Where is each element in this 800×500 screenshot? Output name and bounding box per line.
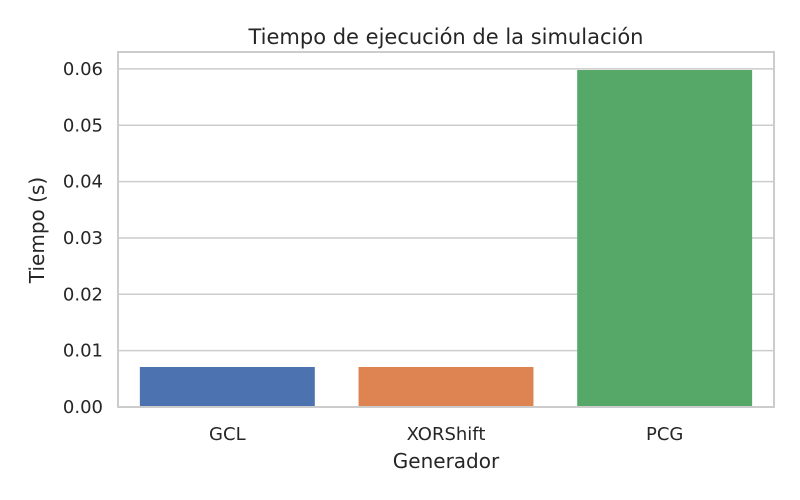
chart-title: Tiempo de ejecución de la simulación <box>247 25 643 49</box>
y-axis-label: Tiempo (s) <box>25 177 49 284</box>
y-tick-label: 0.01 <box>63 341 103 362</box>
y-tick-label: 0.00 <box>63 397 103 418</box>
bar-gcl <box>139 366 315 407</box>
plot-frame <box>117 51 775 408</box>
bars <box>139 70 753 408</box>
x-ticks: GCL XORShift PCG <box>209 424 683 445</box>
x-tick-label: GCL <box>209 424 246 445</box>
bar-pcg <box>577 70 753 408</box>
y-tick-label: 0.03 <box>63 228 103 249</box>
y-tick-label: 0.04 <box>63 172 103 193</box>
y-tick-label: 0.06 <box>63 59 103 80</box>
x-tick-label: XORShift <box>407 424 486 445</box>
y-ticks: 0.00 0.01 0.02 0.03 0.04 0.05 0.06 <box>63 59 103 418</box>
y-tick-label: 0.05 <box>63 115 103 136</box>
x-tick-label: PCG <box>646 424 683 445</box>
x-axis-label: Generador <box>393 449 500 473</box>
grid-lines <box>118 68 774 408</box>
bar-xorshift <box>358 366 534 407</box>
y-tick-label: 0.02 <box>63 284 103 305</box>
